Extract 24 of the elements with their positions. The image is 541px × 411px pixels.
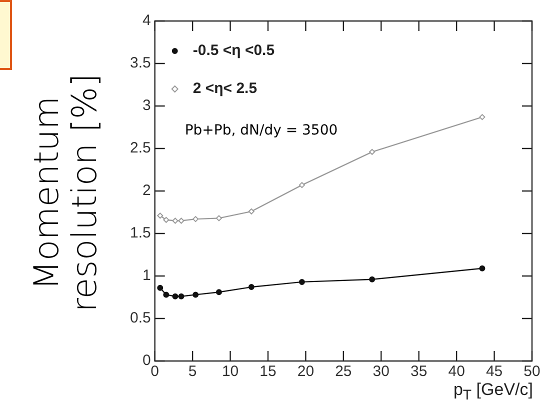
x-tick-label: 35 xyxy=(410,363,428,380)
x-tick-label: 15 xyxy=(260,363,276,380)
x-tick-label: 40 xyxy=(448,363,465,380)
x-tick-label: 20 xyxy=(297,363,314,380)
y-tick-label: 3 xyxy=(142,97,151,114)
y-tick-label: 0.5 xyxy=(130,310,151,327)
y-tick-label: 2 xyxy=(142,182,151,200)
legend-label: 2 <η< 2.5 xyxy=(192,80,258,98)
y-tick-label: 1 xyxy=(142,267,151,284)
y-tick-label: 1.5 xyxy=(130,224,151,242)
x-tick-label: 30 xyxy=(372,363,390,380)
x-tick-label: 45 xyxy=(486,363,503,380)
x-tick-label: 5 xyxy=(188,363,197,380)
legend-label: -0.5 <η <0.5 xyxy=(192,42,275,60)
annotation: Pb+Pb, dN/dy = 3500 xyxy=(184,122,338,139)
y-axis-title: Momentum resolution [%] xyxy=(27,72,105,314)
y-tick-label: 4 xyxy=(142,12,151,30)
x-axis-title: p$_{T}$ [GeV/c] xyxy=(453,380,533,404)
y-tick-label: 2.5 xyxy=(130,140,151,157)
x-tick-label: 10 xyxy=(222,363,239,380)
y-tick-label: 0 xyxy=(142,352,151,370)
y-tick-label: 3.5 xyxy=(130,54,151,72)
x-tick-label: 25 xyxy=(335,363,352,380)
x-tick-label: 50 xyxy=(524,363,540,380)
